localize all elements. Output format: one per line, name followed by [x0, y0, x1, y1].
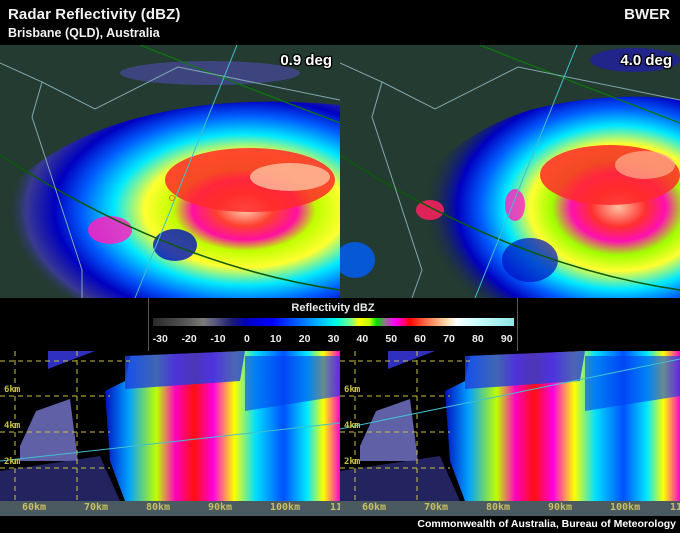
- feature-label: BWER: [624, 6, 670, 23]
- elevation-label-right: 4.0 deg: [620, 52, 672, 69]
- cross-section-left: 6km 4km 2km: [0, 351, 340, 501]
- product-title: Radar Reflectivity (dBZ): [8, 6, 181, 23]
- distance-label: 100km: [610, 502, 641, 513]
- copyright-credit: Commonwealth of Australia, Bureau of Met…: [417, 518, 676, 530]
- height-label: 2km: [344, 457, 361, 467]
- legend-tick: 20: [298, 333, 311, 345]
- distance-label: 60km: [362, 502, 387, 513]
- legend-tick: 70: [443, 333, 455, 345]
- legend-title: Reflectivity dBZ: [291, 302, 375, 314]
- height-label: 6km: [4, 385, 21, 395]
- distance-label: 100km: [270, 502, 301, 513]
- cross-section-right: 6km 4km 2km: [340, 351, 680, 501]
- ppi-panel-left: 0.9 deg: [0, 45, 340, 298]
- legend-tick: -20: [181, 333, 197, 345]
- legend-tick: 80: [472, 333, 484, 345]
- legend-tick: -10: [210, 333, 226, 345]
- distance-label: 90km: [548, 502, 573, 513]
- color-legend: Reflectivity dBZ -30 -20 -10 0 10 20 30 …: [148, 298, 518, 351]
- legend-color-bar: [153, 318, 514, 326]
- distance-label: 11: [330, 502, 340, 513]
- legend-tick: 10: [269, 333, 282, 345]
- distance-label: 70km: [84, 502, 109, 513]
- height-label: 4km: [4, 421, 21, 431]
- distance-axis-right: 60km 70km 80km 90km 100km 11: [340, 501, 680, 516]
- legend-tick: 40: [356, 333, 369, 345]
- cross-section-plot-left: 6km 4km 2km: [0, 351, 340, 501]
- radar-location: Brisbane (QLD), Australia: [8, 26, 160, 40]
- legend-ticks: -30 -20 -10 0 10 20 30 40 50 60 70 80 90: [153, 333, 514, 347]
- distance-label: 11: [670, 502, 680, 513]
- distance-label: 90km: [208, 502, 233, 513]
- legend-tick: 50: [385, 333, 398, 345]
- elevation-label-left: 0.9 deg: [280, 52, 332, 69]
- distance-label: 60km: [22, 502, 47, 513]
- legend-tick: 90: [500, 333, 513, 345]
- ppi-panel-right: 4.0 deg: [340, 45, 680, 298]
- reflectivity-map-left: [0, 45, 340, 298]
- legend-tick: 0: [243, 333, 250, 345]
- distance-label: 70km: [424, 502, 449, 513]
- height-label: 6km: [344, 385, 361, 395]
- height-label: 2km: [4, 457, 21, 467]
- distance-label: 80km: [486, 502, 511, 513]
- height-label: 4km: [344, 421, 361, 431]
- reflectivity-map-right: [340, 45, 680, 298]
- legend-tick: -30: [152, 333, 168, 345]
- legend-tick: 60: [414, 333, 426, 345]
- legend-tick: 30: [327, 333, 340, 345]
- distance-axis-left: 60km 70km 80km 90km 100km 11: [0, 501, 340, 516]
- cross-section-plot-right: 6km 4km 2km: [340, 351, 680, 501]
- distance-label: 80km: [146, 502, 171, 513]
